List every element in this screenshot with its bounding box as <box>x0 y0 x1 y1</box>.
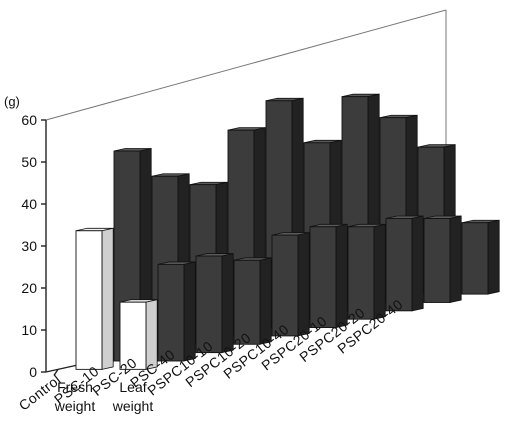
bar-leaf-2-side <box>221 253 234 354</box>
bar-leaf-2-front <box>195 255 223 354</box>
bar-leaf-9-front <box>461 222 489 295</box>
y-tick-labels: 0 10 20 30 40 50 60 <box>21 112 46 380</box>
bar-leaf-4-side <box>297 232 310 337</box>
bar-leaf-7-front <box>385 217 413 312</box>
y-tick-label: 10 <box>21 322 37 338</box>
bar-leaf-2 <box>195 253 234 354</box>
bar-leaf-1-side <box>183 261 196 362</box>
series-label-1: weight <box>112 398 154 414</box>
bar-leaf-1-front <box>157 263 185 362</box>
bars-layer <box>75 93 500 370</box>
bar-leaf-5-front <box>309 226 337 329</box>
bar-leaf-7-side <box>411 215 424 312</box>
bar-leaf-0 <box>119 299 158 370</box>
bar-fresh-0-front <box>75 230 103 370</box>
bar-leaf-3-front <box>233 259 261 345</box>
y-tick-label: 40 <box>21 196 37 212</box>
bar-leaf-5-side <box>335 223 348 329</box>
bar-leaf-1 <box>157 261 196 362</box>
bar-leaf-4-front <box>271 234 299 337</box>
bar-leaf-9-side <box>487 219 500 295</box>
floor-tick <box>53 368 59 376</box>
bar-leaf-0-front <box>119 301 147 370</box>
bar-leaf-5 <box>309 223 348 329</box>
y-tick-label: 0 <box>29 364 37 380</box>
series-label-0: Fresh <box>57 379 93 395</box>
y-unit-label: (g) <box>4 94 20 109</box>
top-frame-edge <box>45 9 447 121</box>
bar-leaf-3 <box>233 257 272 345</box>
y-tick-label: 50 <box>21 154 37 170</box>
series-label-1: Leaf <box>119 379 146 395</box>
series-label-0: weight <box>54 398 96 414</box>
bar-leaf-8 <box>423 215 462 303</box>
y-tick-label: 20 <box>21 280 37 296</box>
y-tick-label: 30 <box>21 238 37 254</box>
bar-leaf-8-front <box>423 218 451 303</box>
bar-fresh-0-side <box>101 227 114 370</box>
bar-leaf-4 <box>271 232 310 337</box>
bar-leaf-6 <box>347 223 386 320</box>
axis-labels: (g) <box>4 94 20 109</box>
bar-leaf-8-side <box>449 215 462 303</box>
bar-leaf-6-front <box>347 226 375 320</box>
bar-leaf-7 <box>385 215 424 312</box>
y-tick-label: 60 <box>21 112 37 128</box>
bar-fresh-0 <box>75 227 114 370</box>
bar-leaf-9 <box>461 219 500 295</box>
series-labels: Fresh weight Leaf weight <box>54 379 154 414</box>
